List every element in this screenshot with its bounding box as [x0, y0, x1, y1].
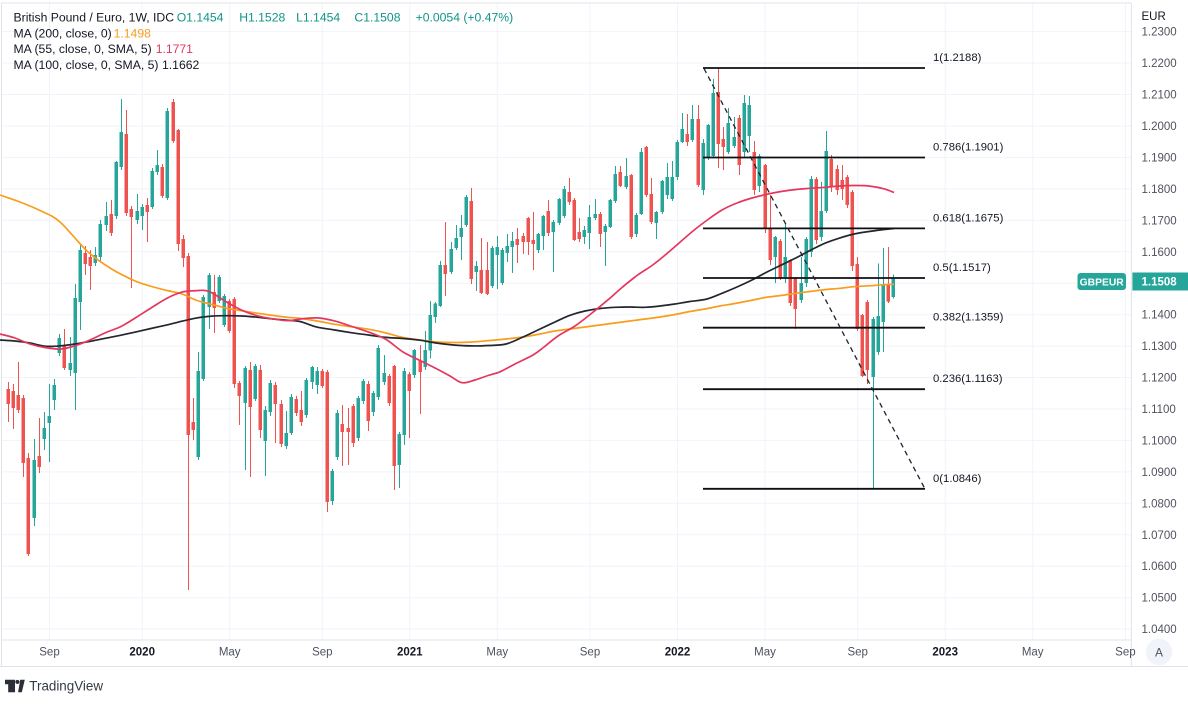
svg-text:MA (200, close, 0): MA (200, close, 0) — [14, 26, 112, 40]
svg-text:May: May — [219, 647, 241, 659]
svg-text:O1.1454: O1.1454 — [177, 11, 224, 25]
svg-text:0(1.0846): 0(1.0846) — [933, 473, 982, 485]
svg-text:Sep: Sep — [39, 647, 59, 659]
svg-text:2022: 2022 — [665, 647, 691, 659]
svg-text:1.0500: 1.0500 — [1142, 593, 1177, 605]
svg-text:1.1300: 1.1300 — [1142, 341, 1177, 353]
svg-text:A: A — [1155, 645, 1163, 659]
svg-text:1.1900: 1.1900 — [1142, 152, 1177, 164]
svg-text:2021: 2021 — [397, 647, 423, 659]
svg-text:Sep: Sep — [312, 647, 332, 659]
svg-text:0.5(1.1517): 0.5(1.1517) — [933, 262, 991, 274]
svg-text:1.0700: 1.0700 — [1142, 530, 1177, 542]
svg-text:1.1700: 1.1700 — [1142, 215, 1177, 227]
svg-text:1.1000: 1.1000 — [1142, 435, 1177, 447]
svg-text:0.382(1.1359): 0.382(1.1359) — [933, 312, 1004, 324]
svg-text:1.2300: 1.2300 — [1142, 27, 1177, 39]
svg-text:1.1498: 1.1498 — [114, 26, 151, 40]
svg-text:0.786(1.1901): 0.786(1.1901) — [933, 142, 1004, 154]
svg-text:British Pound / Euro, 1W, IDC: British Pound / Euro, 1W, IDC — [14, 11, 175, 25]
svg-text:May: May — [486, 647, 508, 659]
svg-text:MA (100, close, 0, SMA, 5): MA (100, close, 0, SMA, 5) — [14, 58, 159, 72]
svg-text:TradingView: TradingView — [29, 678, 103, 693]
svg-text:1.1800: 1.1800 — [1142, 184, 1177, 196]
svg-text:C1.1508: C1.1508 — [354, 11, 400, 25]
svg-text:1.0400: 1.0400 — [1142, 624, 1177, 636]
svg-text:1.1662: 1.1662 — [162, 58, 199, 72]
svg-text:Sep: Sep — [580, 647, 600, 659]
svg-text:1.1508: 1.1508 — [1142, 277, 1178, 289]
svg-text:MA (55, close, 0, SMA, 5): MA (55, close, 0, SMA, 5) — [14, 42, 152, 56]
svg-text:0.236(1.1163): 0.236(1.1163) — [933, 373, 1003, 385]
svg-text:1.1771: 1.1771 — [156, 42, 193, 56]
svg-text:1.2200: 1.2200 — [1142, 58, 1177, 70]
svg-text:1(1.2188): 1(1.2188) — [933, 52, 982, 64]
svg-text:L1.1454: L1.1454 — [296, 11, 340, 25]
svg-text:2023: 2023 — [932, 647, 958, 659]
svg-text:1.1200: 1.1200 — [1142, 373, 1177, 385]
svg-text:0.618(1.1675): 0.618(1.1675) — [933, 212, 1004, 224]
svg-text:1.1600: 1.1600 — [1142, 247, 1177, 259]
svg-text:1.0900: 1.0900 — [1142, 467, 1177, 479]
svg-text:+0.0054 (+0.47%): +0.0054 (+0.47%) — [416, 11, 514, 25]
svg-text:1.0800: 1.0800 — [1142, 498, 1177, 510]
svg-text:1.1400: 1.1400 — [1142, 310, 1177, 322]
svg-text:1.1100: 1.1100 — [1142, 404, 1176, 416]
svg-text:1.2000: 1.2000 — [1142, 121, 1177, 133]
svg-text:1.2100: 1.2100 — [1142, 90, 1177, 102]
svg-text:May: May — [754, 647, 776, 659]
svg-text:2020: 2020 — [129, 647, 155, 659]
svg-text:GBPEUR: GBPEUR — [1080, 277, 1125, 288]
svg-text:May: May — [1022, 647, 1044, 659]
svg-text:1.0600: 1.0600 — [1142, 561, 1177, 573]
svg-text:Sep: Sep — [1115, 647, 1135, 659]
svg-text:Sep: Sep — [847, 647, 867, 659]
svg-text:H1.1528: H1.1528 — [239, 11, 285, 25]
svg-text:EUR: EUR — [1142, 11, 1166, 23]
